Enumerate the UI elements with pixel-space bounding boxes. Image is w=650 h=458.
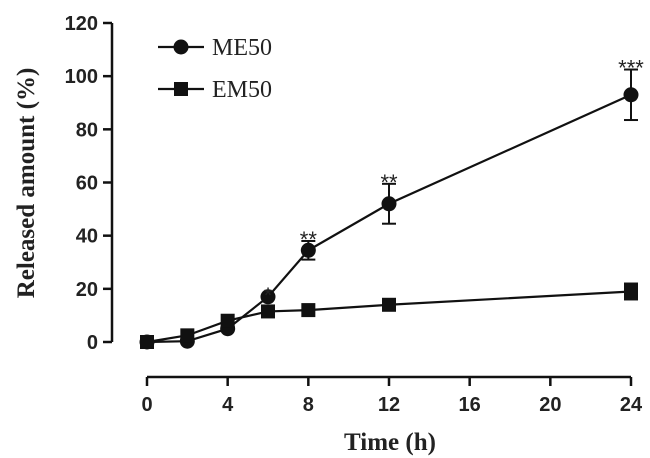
x-tick-label: 20 — [539, 394, 561, 416]
data-point — [260, 289, 276, 305]
significance-label: ** — [300, 227, 318, 252]
y-tick-label: 20 — [76, 279, 98, 301]
data-point — [301, 303, 316, 318]
legend-label: ME50 — [212, 35, 272, 61]
legend-item: ME50 — [158, 35, 272, 61]
legend-marker — [174, 82, 188, 96]
data-point — [381, 196, 397, 212]
y-tick-label: 80 — [76, 119, 98, 141]
x-tick-label: 4 — [222, 394, 234, 416]
x-tick-label: 8 — [303, 394, 314, 416]
significance-label: * — [264, 283, 273, 308]
series-layer — [139, 68, 639, 350]
x-axis-title: Time (h) — [344, 429, 436, 456]
data-point — [140, 335, 154, 349]
legend-label: EM50 — [212, 77, 272, 103]
y-tick-label: 100 — [65, 66, 98, 88]
y-axis-title: Released amount (%) — [13, 68, 40, 299]
legend: ME50 EM50 — [158, 35, 272, 103]
y-tick-label: 0 — [87, 332, 98, 354]
x-tick-label: 24 — [620, 394, 643, 416]
y-tick-label: 120 — [65, 13, 98, 35]
data-point — [300, 242, 316, 258]
data-point — [261, 304, 275, 319]
data-point — [180, 328, 195, 343]
data-point — [382, 297, 396, 312]
annotation-layer: ******** — [264, 56, 645, 308]
axes: 0 20 40 60 80 100 120 0 4 8 12 16 20 24 — [65, 13, 643, 416]
legend-marker — [173, 39, 189, 55]
data-point — [623, 87, 639, 103]
series-em50 — [140, 282, 638, 349]
x-tick-label: 16 — [459, 394, 481, 416]
y-tick-label: 40 — [76, 226, 98, 248]
data-point — [624, 284, 638, 299]
significance-label: *** — [618, 56, 644, 81]
y-tick-label: 60 — [76, 173, 98, 195]
x-tick-label: 0 — [141, 394, 152, 416]
legend-item: EM50 — [158, 77, 272, 103]
significance-label: ** — [380, 170, 398, 195]
data-point — [220, 313, 235, 328]
x-tick-label: 12 — [378, 394, 400, 416]
